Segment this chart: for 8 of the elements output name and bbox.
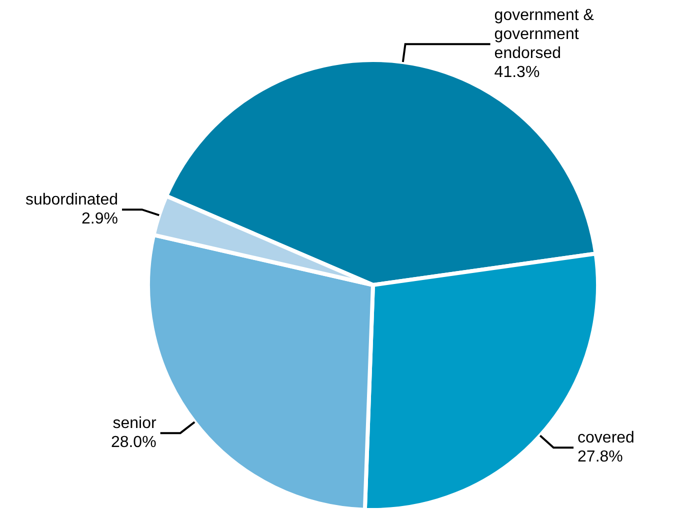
slice-label: government & government endorsed [494,7,594,62]
data-label: 28.0% [110,434,156,452]
slice-label: subordinated [25,192,118,209]
slice-label: senior [112,415,157,432]
slice-label: covered [578,430,634,447]
data-label: 27.8% [578,448,623,466]
data-label: 41.3% [494,64,540,82]
data-label: 2.9% [82,210,118,228]
